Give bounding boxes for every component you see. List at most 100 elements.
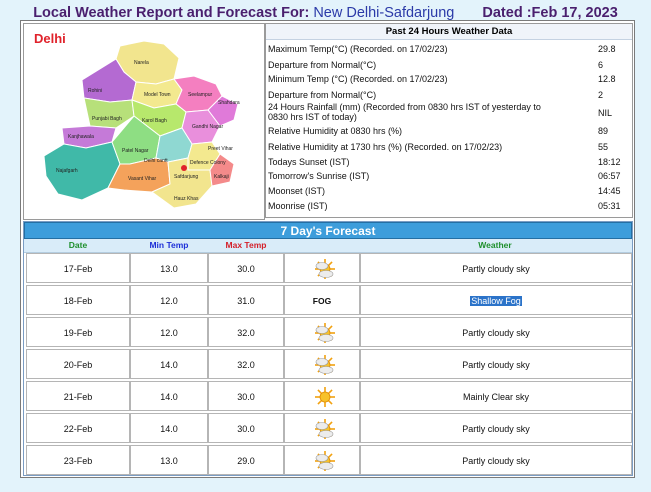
forecast-date: 17-Feb (63, 264, 93, 274)
past-24h-row: Tomorrow's Sunrise (IST) 06:57 (266, 169, 632, 184)
forecast-min-cell: 13.0 (130, 253, 208, 283)
header-weather: Weather (478, 240, 512, 250)
forecast-max: 30.0 (237, 392, 255, 402)
forecast-max-cell: 31.0 (208, 285, 284, 315)
forecast-date-cell: 20-Feb (26, 349, 130, 379)
past-24h-value: 06:57 (598, 171, 621, 181)
seven-day-forecast: 7 Day's Forecast Date Min Temp Max Temp … (23, 221, 633, 476)
map-graphic: Narela Rohini Model Town Seelampur Shahd… (43, 40, 240, 209)
forecast-weather-cell: Mainly Clear sky (360, 381, 632, 411)
map-region-south (151, 157, 213, 209)
past-24h-value: NIL (598, 108, 613, 118)
past-24h-panel: Past 24 Hours Weather Data Maximum Temp(… (265, 23, 633, 218)
svg-text:Punjabi Bagh: Punjabi Bagh (92, 116, 122, 122)
forecast-min: 13.0 (160, 264, 178, 274)
forecast-max: 29.0 (237, 456, 255, 466)
forecast-weather-icon-cell: FOG (284, 285, 360, 315)
svg-text:Safdarjung: Safdarjung (174, 174, 198, 180)
forecast-date: 18-Feb (63, 296, 93, 306)
forecast-row: 21-Feb 14.0 30.0 Mainly Clear sky (26, 381, 632, 412)
forecast-row: 23-Feb 13.0 29.0 Partly cloudy sky (26, 445, 632, 476)
past-24h-label: Relative Humidity at 0830 hrs (%) (268, 126, 403, 136)
forecast-date: 22-Feb (63, 424, 93, 434)
svg-text:Defence Colony: Defence Colony (190, 160, 226, 166)
forecast-weather: Partly cloudy sky (462, 264, 530, 274)
forecast-date-cell: 17-Feb (26, 253, 130, 283)
past-24h-label: Maximum Temp(°C) (Recorded. on 17/02/23) (268, 44, 448, 54)
forecast-weather: Partly cloudy sky (462, 424, 530, 434)
forecast-weather-cell: Partly cloudy sky (360, 413, 632, 443)
forecast-row: 18-Feb 12.0 31.0 FOG Shallow Fog (26, 285, 632, 316)
forecast-row: 17-Feb 13.0 30.0 Partly cloudy sky (26, 253, 632, 284)
forecast-min-cell: 13.0 (130, 445, 208, 475)
svg-text:Narela: Narela (134, 60, 149, 66)
report-title: Local Weather Report and Forecast For: (33, 5, 310, 21)
partly-cloudy-icon (315, 419, 335, 439)
forecast-title: 7 Day's Forecast (24, 222, 632, 239)
map-title: Delhi (34, 31, 66, 46)
forecast-min-cell: 12.0 (130, 317, 208, 347)
svg-text:Delhi cantt: Delhi cantt (144, 158, 168, 164)
svg-text:Hauz Khas: Hauz Khas (174, 196, 199, 202)
forecast-max-cell: 29.0 (208, 445, 284, 475)
forecast-max: 30.0 (237, 264, 255, 274)
svg-text:Seelampur: Seelampur (188, 92, 213, 98)
forecast-weather: Partly cloudy sky (462, 360, 530, 370)
past-24h-label: Departure from Normal(°C) (268, 60, 377, 70)
past-24h-label: Minimum Temp (°C) (Recorded. on 17/02/23… (268, 74, 448, 84)
forecast-min-cell: 14.0 (130, 413, 208, 443)
forecast-weather: Shallow Fog (470, 296, 522, 306)
forecast-min: 13.0 (160, 456, 178, 466)
station-name: New Delhi-Safdarjung (313, 5, 455, 21)
forecast-min: 14.0 (160, 360, 178, 370)
past-24h-row: Minimum Temp (°C) (Recorded. on 17/02/23… (266, 72, 632, 87)
forecast-min: 12.0 (160, 296, 178, 306)
forecast-date: 19-Feb (63, 328, 93, 338)
past-24h-row: Moonset (IST) 14:45 (266, 184, 632, 199)
past-24h-row: 24 Hours Rainfall (mm) (Recorded from 08… (266, 102, 632, 124)
forecast-max-cell: 30.0 (208, 413, 284, 443)
svg-text:Shahdara: Shahdara (218, 100, 240, 106)
forecast-weather-icon-cell (284, 413, 360, 443)
svg-text:Model Town: Model Town (144, 92, 171, 98)
map-region-punjabi-bagh (83, 97, 135, 129)
forecast-weather: Partly cloudy sky (462, 456, 530, 466)
svg-text:Preet Vihar: Preet Vihar (208, 146, 233, 152)
past-24h-label: Moonset (IST) (268, 186, 326, 196)
past-24h-value: 29.8 (598, 44, 616, 54)
past-24h-value: 18:12 (598, 157, 621, 167)
past-24h-label: Todays Sunset (IST) (268, 157, 350, 167)
forecast-date-cell: 18-Feb (26, 285, 130, 315)
past-24h-row: Maximum Temp(°C) (Recorded. on 17/02/23)… (266, 42, 632, 57)
past-24h-value: 05:31 (598, 201, 621, 211)
partly-cloudy-icon (315, 323, 335, 343)
forecast-max-cell: 30.0 (208, 381, 284, 411)
past-24h-label: Departure from Normal(°C) (268, 90, 377, 100)
forecast-weather-icon-cell (284, 381, 360, 411)
weather-report-panel: Narela Rohini Model Town Seelampur Shahd… (20, 20, 635, 478)
forecast-row: 22-Feb 14.0 30.0 Partly cloudy sky (26, 413, 632, 444)
forecast-min-cell: 14.0 (130, 349, 208, 379)
forecast-date-cell: 21-Feb (26, 381, 130, 411)
forecast-weather-icon-cell (284, 253, 360, 283)
svg-text:Gandhi Nagar: Gandhi Nagar (192, 124, 223, 130)
forecast-weather-icon-cell (284, 445, 360, 475)
svg-text:Vasant Vihar: Vasant Vihar (128, 176, 157, 182)
svg-text:Karol Bagh: Karol Bagh (142, 118, 167, 124)
past-24h-row: Relative Humidity at 0830 hrs (%) 89 (266, 124, 632, 139)
past-24h-label: Relative Humidity at 1730 hrs (%) (Recor… (268, 142, 503, 152)
header-date: Date (68, 240, 88, 250)
forecast-min: 14.0 (160, 424, 178, 434)
past-24h-value: 6 (598, 60, 604, 70)
past-24h-row: Todays Sunset (IST) 18:12 (266, 155, 632, 169)
header-min-temp: Min Temp (149, 240, 189, 250)
forecast-max: 30.0 (237, 424, 255, 434)
forecast-weather-cell: Partly cloudy sky (360, 445, 632, 475)
forecast-min: 12.0 (160, 328, 178, 338)
forecast-max: 32.0 (237, 328, 255, 338)
forecast-header-row: Date Min Temp Max Temp Weather (24, 239, 632, 253)
past-24h-row: Moonrise (IST) 05:31 (266, 199, 632, 214)
svg-text:Rohini: Rohini (88, 88, 102, 94)
past-24h-row: Relative Humidity at 1730 hrs (%) (Recor… (266, 140, 632, 155)
forecast-min-cell: 14.0 (130, 381, 208, 411)
